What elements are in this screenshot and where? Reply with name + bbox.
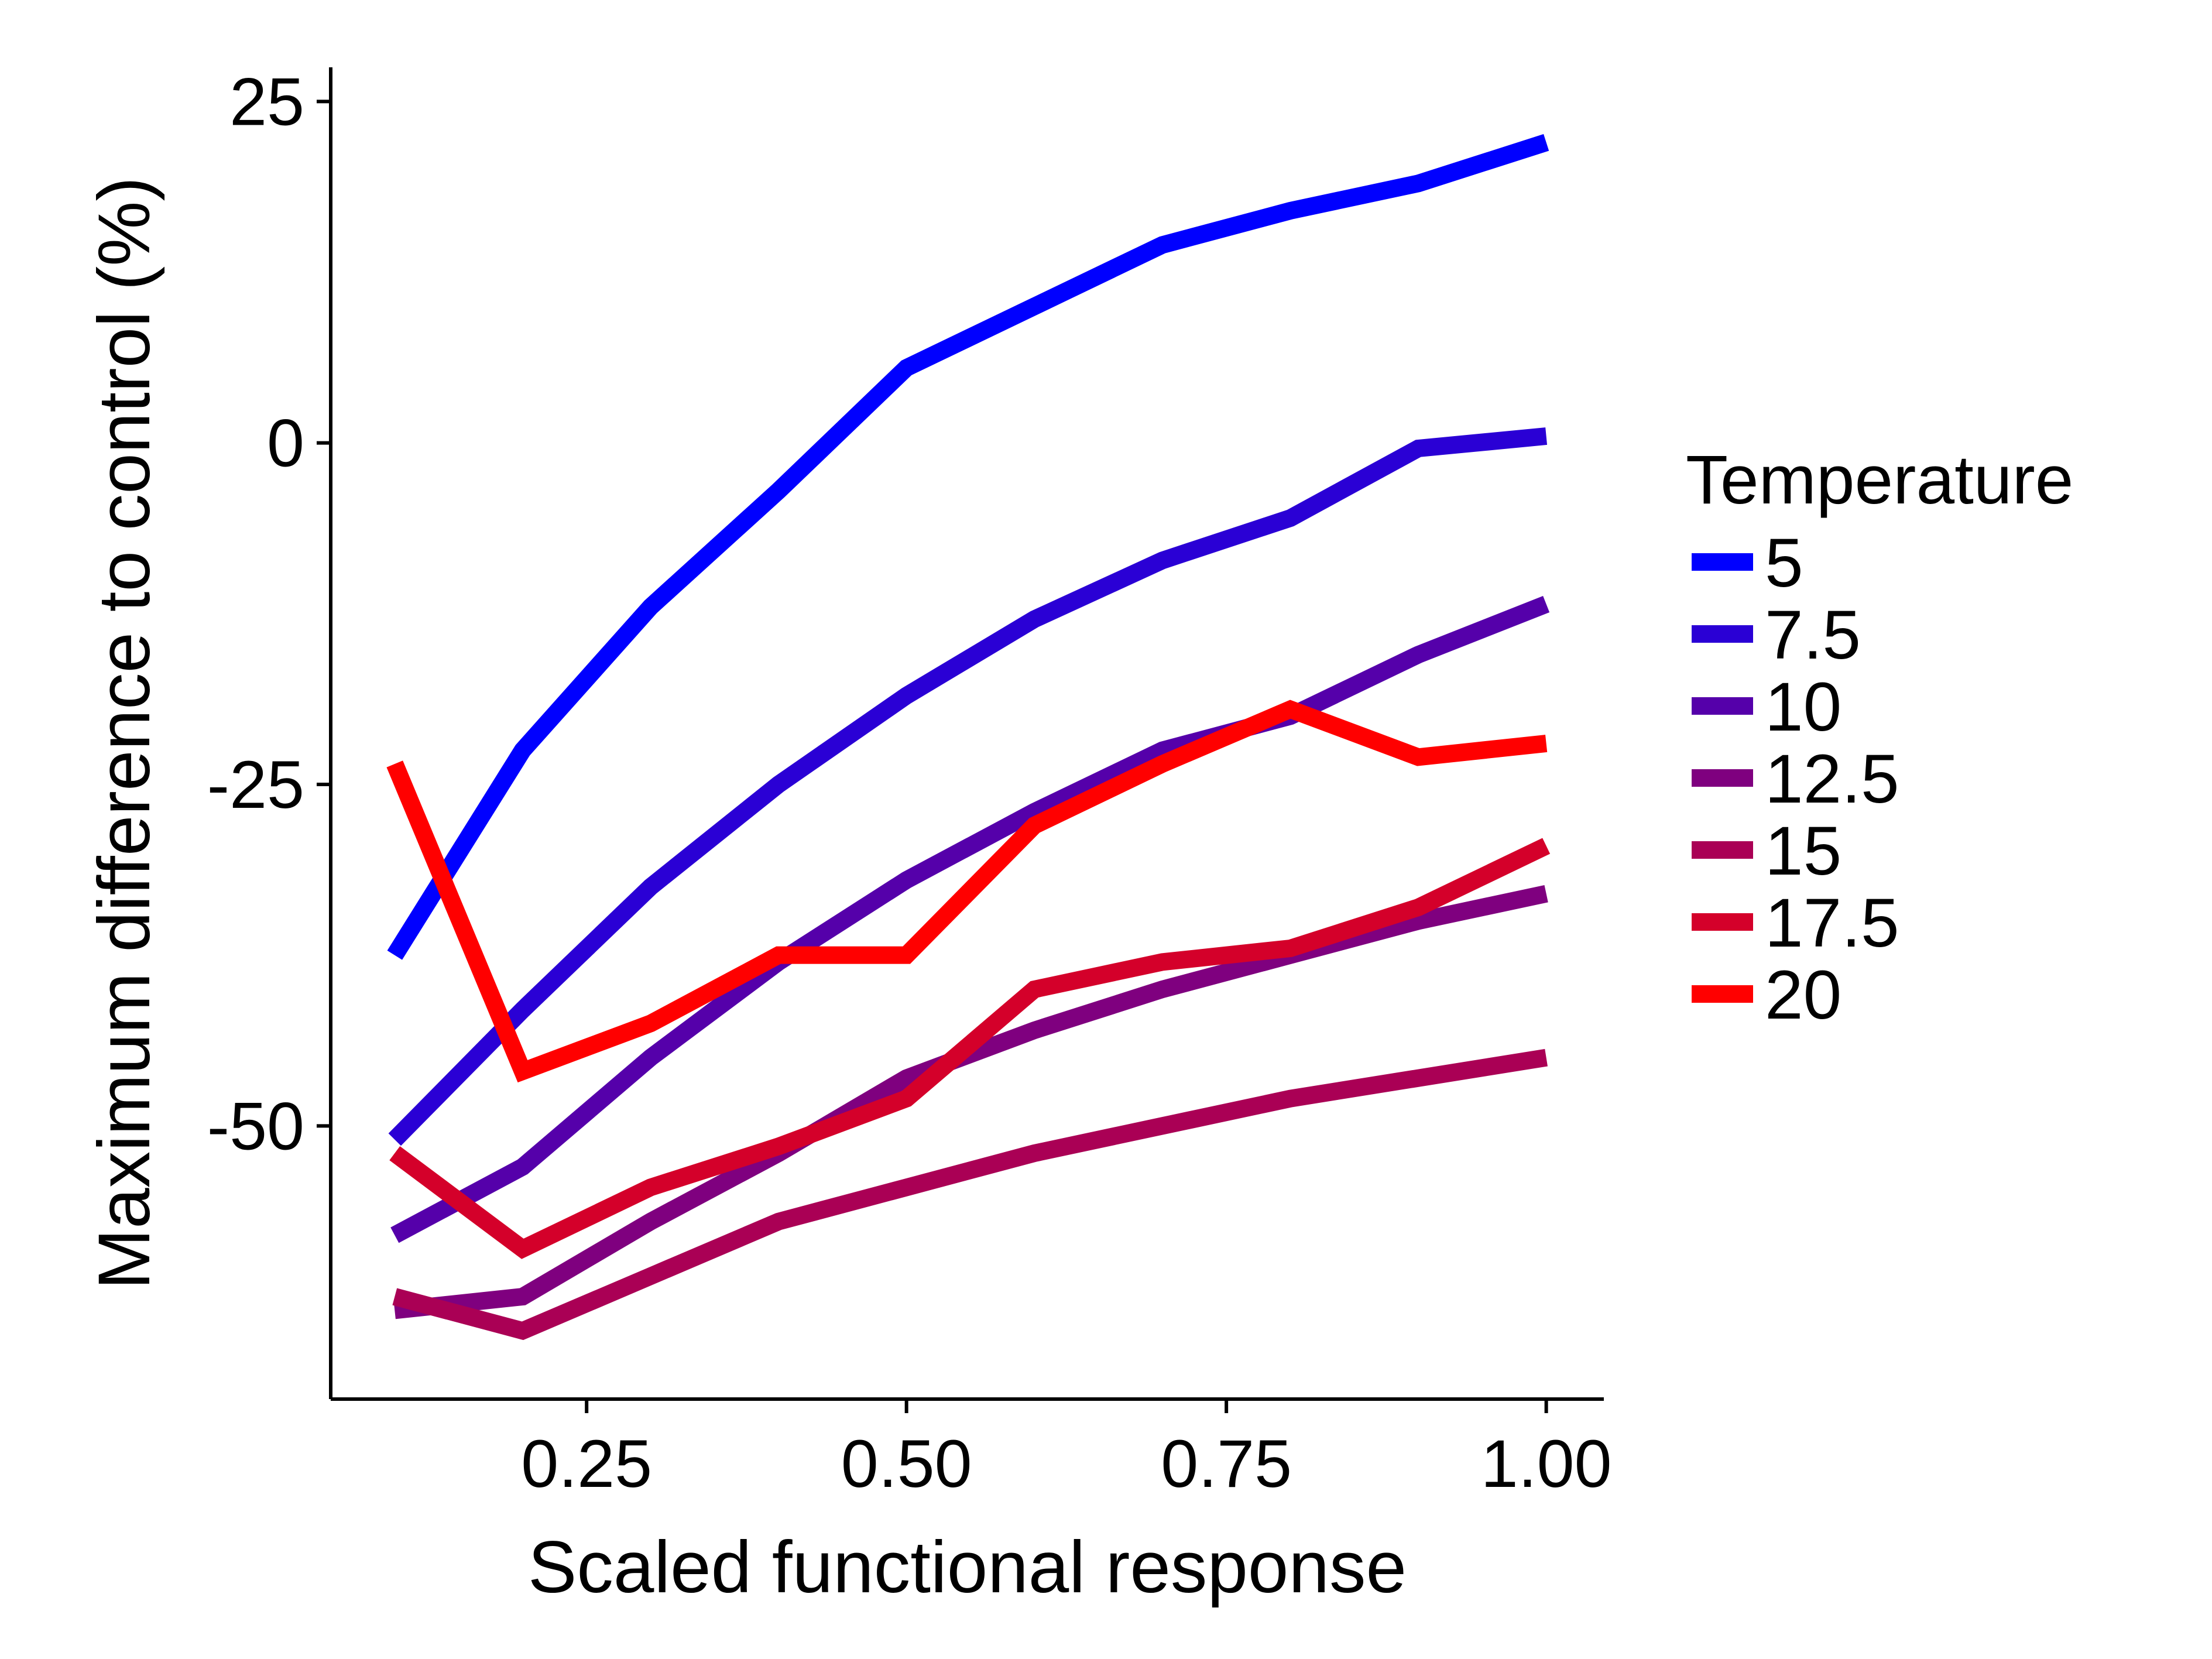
legend-label: 5 [1765, 525, 1803, 602]
series-line-15 [392, 1048, 1548, 1341]
y-tick-label: 0 [267, 406, 304, 481]
y-tick-label: -50 [207, 1089, 304, 1164]
plot-series-group [386, 134, 1551, 1341]
x-axis-ticks: 0.25 0.50 0.75 1.00 [521, 1399, 1612, 1502]
legend-label: 10 [1765, 669, 1841, 746]
x-tick-label: 0.75 [1161, 1427, 1292, 1502]
legend-label: 15 [1765, 813, 1841, 890]
series-line-17-5 [389, 838, 1551, 1259]
x-axis-title: Scaled functional response [528, 1527, 1407, 1608]
y-tick-label: 25 [229, 64, 304, 139]
x-tick-label: 0.25 [521, 1427, 652, 1502]
legend-label: 20 [1765, 957, 1841, 1034]
series-line-20 [386, 700, 1548, 1083]
y-tick-label: -25 [207, 748, 304, 822]
y-axis-title: Maximum difference to control (%) [84, 177, 165, 1290]
x-tick-label: 1.00 [1481, 1427, 1612, 1502]
legend-label: 7.5 [1765, 597, 1861, 674]
series-line-10 [390, 596, 1550, 1243]
axes-group: -50 -25 0 25 0.25 0.50 0.75 1.00 [207, 64, 1612, 1502]
legend-label: 17.5 [1765, 885, 1899, 962]
legend-title: Temperature [1686, 441, 2073, 519]
series-line-7-5 [388, 427, 1548, 1146]
series-line-5 [387, 134, 1549, 960]
y-axis-ticks: -50 -25 0 25 [207, 64, 331, 1164]
x-tick-label: 0.50 [841, 1427, 972, 1502]
legend-label: 12.5 [1765, 741, 1899, 818]
